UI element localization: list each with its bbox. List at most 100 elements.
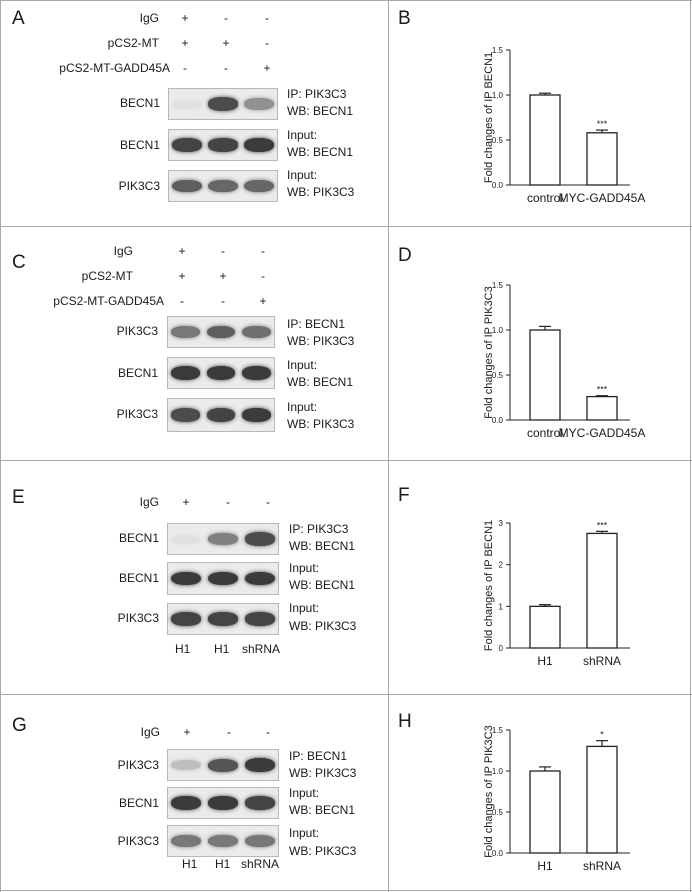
condition-sign: + bbox=[219, 269, 227, 283]
blot-band bbox=[244, 835, 275, 847]
blot-band bbox=[244, 532, 275, 546]
category-label: MYC-GADD45A bbox=[559, 191, 646, 205]
blot-note: WB: BECN1 bbox=[289, 539, 356, 553]
bar bbox=[586, 395, 618, 421]
row-divider-3 bbox=[0, 694, 692, 695]
blot-band bbox=[244, 179, 274, 193]
panel-letter: B bbox=[398, 8, 411, 29]
blot-band bbox=[241, 408, 271, 422]
condition-sign: - bbox=[265, 36, 269, 50]
blot-note: WB: PIK3C3 bbox=[289, 844, 357, 858]
condition-sign: - bbox=[224, 61, 228, 75]
panel-letter: C bbox=[12, 252, 26, 273]
lane-label: H1 bbox=[215, 857, 231, 871]
category-label: control bbox=[527, 191, 563, 205]
blot-note: WB: BECN1 bbox=[287, 104, 354, 118]
blot-band bbox=[208, 97, 238, 111]
y-axis-label: Fold changes of IP PIK3C3 bbox=[483, 725, 495, 858]
western-blot-strip bbox=[168, 170, 278, 202]
row-divider-1 bbox=[0, 226, 692, 227]
condition-sign: - bbox=[226, 495, 230, 509]
blot-protein-label: PIK3C3 bbox=[117, 834, 159, 848]
y-tick-label: 3 bbox=[499, 519, 504, 528]
blot-protein-label: BECN1 bbox=[118, 531, 159, 545]
blot-note: WB: BECN1 bbox=[289, 803, 356, 817]
blot-band bbox=[171, 408, 201, 422]
condition-sign: + bbox=[181, 11, 189, 25]
blot-band bbox=[171, 796, 202, 810]
panel-letter: A bbox=[12, 8, 25, 29]
bar bbox=[529, 329, 561, 421]
panel-letter: H bbox=[398, 711, 412, 732]
blot-protein-label: BECN1 bbox=[118, 796, 159, 810]
blot-band bbox=[171, 326, 201, 338]
blot-band bbox=[206, 325, 236, 339]
blot-note: IP: PIK3C3 bbox=[287, 87, 347, 101]
y-tick-label: 0.0 bbox=[492, 849, 504, 858]
condition-sign: - bbox=[224, 11, 228, 25]
y-axis-label: Fold changes of IP BECN1 bbox=[483, 52, 495, 183]
blot-protein-label: PIK3C3 bbox=[117, 758, 159, 772]
blot-band bbox=[241, 366, 271, 380]
y-tick-label: 1.5 bbox=[492, 46, 504, 55]
condition-sign: - bbox=[221, 294, 225, 308]
category-label: H1 bbox=[537, 654, 553, 668]
blot-band bbox=[171, 534, 202, 544]
frame-top bbox=[0, 0, 692, 1]
lane-label: shRNA bbox=[241, 857, 280, 871]
condition-sign: + bbox=[183, 725, 191, 739]
blot-band bbox=[172, 99, 202, 109]
bar bbox=[529, 94, 561, 186]
condition-label: pCS2-MT-GADD45A bbox=[53, 294, 164, 308]
y-tick-label: 0.5 bbox=[492, 808, 504, 817]
western-blot-strip bbox=[168, 129, 278, 161]
condition-sign: - bbox=[266, 495, 270, 509]
blot-note: WB: BECN1 bbox=[289, 578, 356, 592]
western-blot-strip bbox=[168, 88, 278, 120]
blot-note: IP: PIK3C3 bbox=[289, 522, 349, 536]
panel-letter: E bbox=[12, 487, 25, 508]
lane-label: shRNA bbox=[242, 642, 281, 656]
blot-band bbox=[207, 835, 239, 847]
category-label: shRNA bbox=[583, 654, 621, 668]
condition-sign: + bbox=[222, 36, 230, 50]
y-tick-label: 0.5 bbox=[492, 136, 504, 145]
western-blot-strip bbox=[167, 562, 279, 595]
western-blot-strip bbox=[167, 316, 275, 348]
condition-sign: - bbox=[221, 244, 225, 258]
panel-letter: G bbox=[12, 715, 27, 736]
y-tick-label: 1 bbox=[499, 602, 504, 611]
blot-protein-label: PIK3C3 bbox=[116, 407, 158, 421]
frame-left bbox=[0, 0, 1, 892]
blot-note: Input: bbox=[289, 601, 320, 615]
condition-label: IgG bbox=[140, 725, 160, 739]
western-blot-strip bbox=[167, 357, 275, 389]
significance-label: *** bbox=[597, 385, 608, 395]
bar bbox=[586, 132, 618, 186]
condition-sign: - bbox=[227, 725, 231, 739]
significance-label: *** bbox=[597, 119, 608, 129]
condition-label: pCS2-MT bbox=[81, 269, 133, 283]
blot-note: Input: bbox=[289, 561, 320, 575]
blot-band bbox=[171, 612, 202, 626]
blot-band bbox=[207, 758, 239, 772]
blot-note: WB: PIK3C3 bbox=[289, 766, 357, 780]
blot-band bbox=[244, 758, 275, 772]
condition-sign: + bbox=[263, 61, 271, 75]
blot-band bbox=[207, 533, 239, 545]
condition-sign: + bbox=[182, 495, 190, 509]
condition-sign: - bbox=[180, 294, 184, 308]
condition-sign: + bbox=[178, 244, 186, 258]
bar bbox=[586, 532, 618, 649]
blot-note: IP: BECN1 bbox=[287, 317, 346, 331]
western-blot-strip bbox=[167, 787, 279, 819]
y-tick-label: 2 bbox=[499, 561, 504, 570]
condition-label: pCS2-MT bbox=[107, 36, 159, 50]
western-blot-strip bbox=[167, 398, 275, 432]
blot-protein-label: BECN1 bbox=[118, 571, 159, 585]
blot-note: Input: bbox=[287, 128, 318, 142]
blot-protein-label: BECN1 bbox=[119, 96, 160, 110]
blot-protein-label: BECN1 bbox=[117, 366, 158, 380]
